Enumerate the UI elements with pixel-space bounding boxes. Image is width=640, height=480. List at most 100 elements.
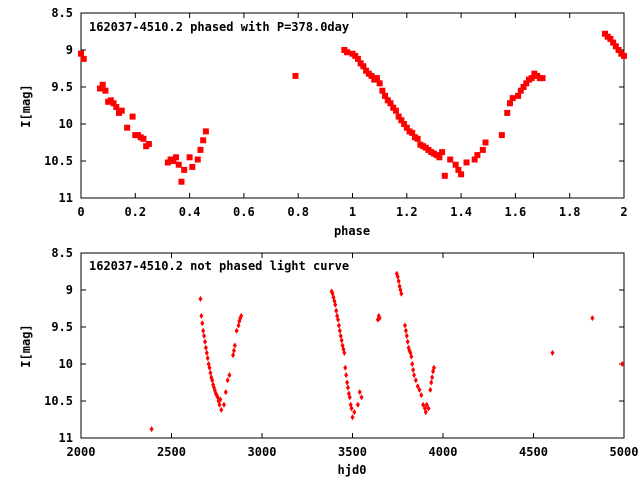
phased-panel: 8.5 9 9.5 10 10.5 11 0 0.2 0.4 0.6 0.8 1 1.2 1.4 1.6 1… [19,6,628,238]
unphased-data-point [203,344,208,351]
unphased-data-point [424,401,429,408]
phased-data-point [186,154,193,161]
phased-data-point [436,154,443,161]
unphased-data-point [352,409,357,416]
phased-data-point [200,137,207,144]
unphased-data-point [333,301,338,308]
phased-x-tick-label: 1.8 [559,205,581,219]
phased-data-point [455,166,462,173]
unphased-panel: 8.5 9 9.5 10 10.5 11 2000 2500 3000 3500 4000 4500… [19,246,638,477]
unphased-y-tick-label: 9.5 [51,320,73,334]
phased-data-point [78,50,84,57]
phased-x-tick-label: 1.2 [396,205,418,219]
unphased-data-point [417,386,422,393]
unphased-x-tick-label: 3000 [248,445,277,459]
unphased-data-point [342,349,347,356]
phased-data-point [344,49,351,56]
unphased-data-point [345,384,350,391]
phased-data-point [504,109,511,116]
phased-data-point [102,87,109,94]
phased-data-point [610,39,617,46]
phased-data-point [621,52,627,59]
unphased-data-point [396,278,401,285]
unphased-data-point [419,392,424,399]
phased-data-point [368,72,375,79]
phased-data-point [506,100,513,107]
unphased-data-point [199,312,204,319]
unphased-data-point [221,401,226,408]
unphased-data-point [415,383,420,390]
unphased-x-tick-label: 5000 [610,445,639,459]
phased-x-tick-label: 1.6 [505,205,527,219]
phased-data-point [175,161,182,168]
unphased-data-point [231,352,236,359]
unphased-data-point [620,361,625,367]
unphased-data-point [431,364,436,371]
phased-x-tick-label: 0.4 [179,205,201,219]
unphased-data-point [200,320,205,327]
unphased-data-point [359,394,364,401]
unphased-data-point [347,394,352,401]
phased-data-point [194,156,201,163]
phased-data-point [97,85,104,92]
phased-data-point [520,84,527,90]
unphased-data-point [395,273,400,280]
phased-data-point [173,154,180,161]
unphased-data-point [201,327,206,334]
phased-data-point [99,81,106,88]
unphased-y-ticks: 8.5 9 9.5 10 10.5 11 [44,246,624,445]
unphased-data-point [409,353,414,360]
phased-data-point [360,63,367,70]
phased-data-point [414,135,421,142]
unphased-data-point [350,414,355,421]
phased-data-point [376,80,383,87]
unphased-data-point [344,372,349,379]
unphased-data-point [149,426,154,433]
phased-data-point [479,146,486,153]
phased-x-axis-label: phase [334,224,370,238]
phased-data-point [458,171,465,178]
unphased-data-point [349,405,354,412]
unphased-data-point [204,349,209,356]
phased-data-point [292,72,299,79]
unphased-x-axis-label: hjd0 [338,463,367,477]
phased-data-point [515,92,522,99]
phased-x-tick-label: 2 [620,205,627,219]
unphased-data-point [334,307,339,314]
unphased-data-point [227,372,232,379]
unphased-data-point [205,355,210,362]
phased-y-axis-label: I[mag] [19,84,33,127]
phased-data-point [452,161,459,168]
unphased-data-point [410,361,415,367]
unphased-data-point [423,409,428,416]
unphased-data-point [336,316,341,323]
phased-data-point [447,156,454,163]
unphased-data-point [202,338,207,345]
unphased-data-point [413,377,418,384]
unphased-data-point [236,322,241,329]
phased-panel-title: 162037-4510.2 phased with P=378.0day [89,20,349,34]
unphased-data-points [149,270,625,433]
phased-data-point [379,87,386,94]
phased-data-point [482,139,489,146]
phased-data-point [395,113,402,120]
unphased-data-point [207,364,212,371]
phased-data-point [401,121,408,127]
phased-data-point [110,100,117,107]
phased-data-point [387,100,394,107]
phased-data-point [471,156,478,163]
unphased-data-point [217,401,222,408]
unphased-data-point [219,406,224,413]
unphased-data-point [208,369,213,376]
unphased-data-point [590,315,595,322]
unphased-y-tick-label: 10.5 [44,394,73,408]
unphased-data-point [223,389,228,396]
unphased-data-point [218,396,223,403]
phased-x-tick-label: 1.4 [450,205,472,219]
phased-y-tick-label: 9.5 [51,80,73,94]
phased-data-point [382,92,389,99]
phased-data-point [392,107,399,114]
unphased-data-point [355,401,360,408]
